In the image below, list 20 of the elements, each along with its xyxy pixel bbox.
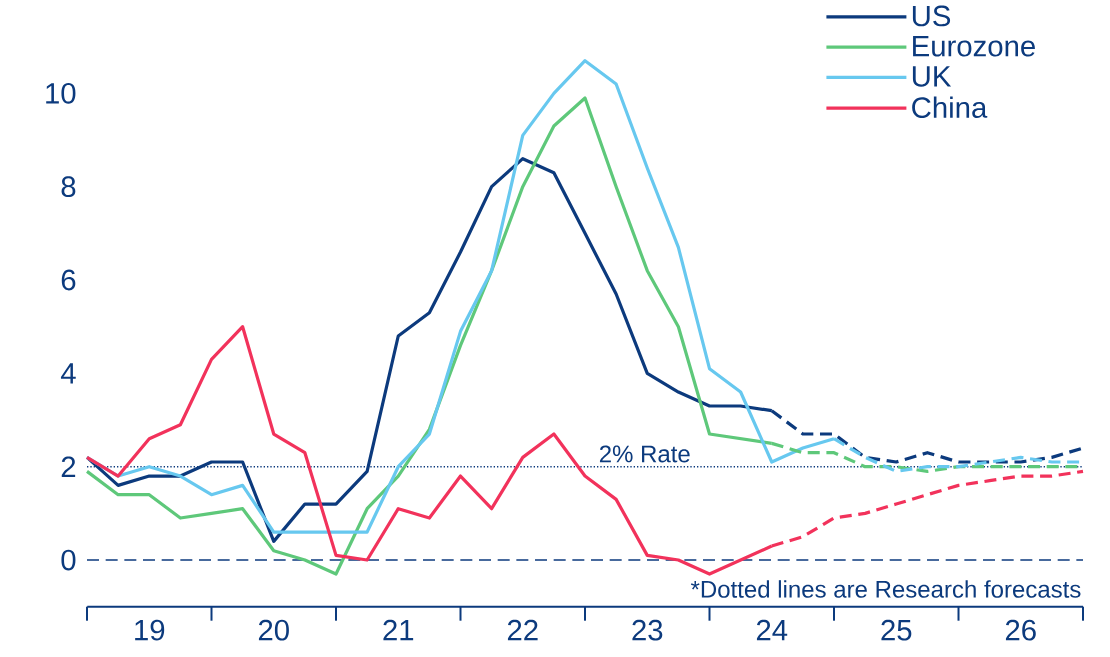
x-tick-label: 20: [258, 619, 289, 641]
x-tick-label: 26: [1005, 619, 1036, 641]
annotation: *Dotted lines are Research forecasts: [690, 580, 1081, 598]
legend-label: US: [912, 5, 951, 27]
x-tick-label: 19: [135, 619, 165, 641]
y-tick-label: 6: [61, 269, 76, 291]
y-tick-label: 4: [60, 363, 76, 384]
x-tick-label: 21: [383, 619, 414, 641]
legend-label: China: [912, 96, 988, 118]
legend-label: UK: [912, 66, 952, 87]
y-tick-label: 0: [61, 549, 76, 571]
x-tick-label: 24: [756, 619, 788, 641]
ref-line-label: 2% Rate: [599, 445, 690, 463]
y-tick-label: 8: [61, 176, 76, 198]
legend-label: Eurozone: [913, 36, 1035, 57]
x-tick-label: 25: [881, 619, 912, 641]
x-tick-label: 23: [632, 619, 663, 641]
y-tick-label: 10: [46, 82, 76, 104]
x-tick-label: 22: [507, 619, 538, 641]
y-tick-label: 2: [61, 456, 76, 477]
